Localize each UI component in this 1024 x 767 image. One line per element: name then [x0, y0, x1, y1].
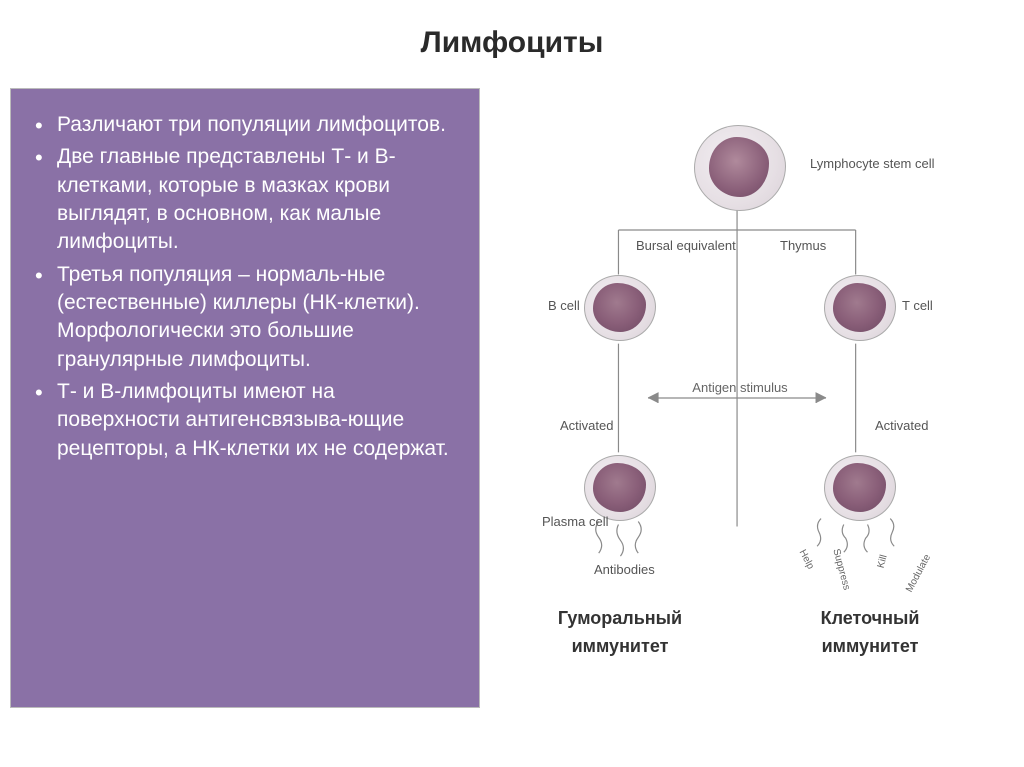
cellular-label-2: иммунитет — [822, 636, 919, 657]
label-bursal: Bursal equivalent — [636, 238, 736, 253]
label-activated-l: Activated — [560, 418, 613, 433]
b-cell-icon — [584, 275, 656, 341]
cellular-label-1: Клеточный — [821, 608, 920, 629]
label-activated-r: Activated — [875, 418, 928, 433]
label-stem: Lymphocyte stem cell — [810, 156, 935, 171]
humoral-label-1: Гуморальный — [558, 608, 682, 629]
t-cell-icon — [824, 275, 896, 341]
humoral-label-2: иммунитет — [572, 636, 669, 657]
text-panel: Различают три популяции лимфоцитов. Две … — [10, 88, 480, 708]
label-tcell: T cell — [902, 298, 933, 313]
page-title: Лимфоциты — [0, 0, 1024, 60]
stem-cell-icon — [694, 125, 786, 211]
label-thymus: Thymus — [780, 238, 826, 253]
label-antibodies: Antibodies — [594, 562, 655, 577]
label-bcell: B cell — [548, 298, 580, 313]
bullet-list: Различают три популяции лимфоцитов. Две … — [35, 111, 461, 463]
lymphocyte-tree-diagram: Lymphocyte stem cell B cell T cell Bursa… — [490, 88, 994, 708]
activated-t-cell-icon — [824, 455, 896, 521]
content-row: Различают три популяции лимфоцитов. Две … — [0, 60, 1024, 708]
list-item: Различают три популяции лимфоцитов. — [35, 111, 461, 139]
plasma-cell-icon — [584, 455, 656, 521]
list-item: Две главные представлены Т- и В-клетками… — [35, 143, 461, 256]
label-antigen: Antigen stimulus — [692, 380, 787, 395]
list-item: Т- и В-лимфоциты имеют на поверхности ан… — [35, 378, 461, 463]
list-item: Третья популяция – нормаль-ные (естестве… — [35, 261, 461, 374]
label-plasma: Plasma cell — [542, 514, 608, 529]
